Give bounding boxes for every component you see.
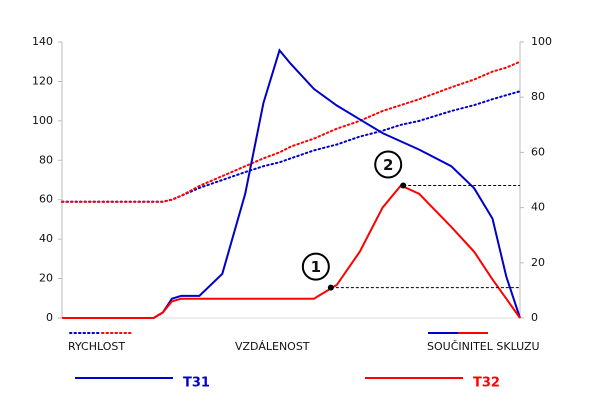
friction-line bbox=[62, 184, 521, 319]
y2-tick-label: 60 bbox=[531, 145, 545, 158]
friction-legend-label: SOUČINITEL SKLUZU bbox=[427, 340, 540, 353]
speed-legend-label: RYCHLOST bbox=[68, 340, 125, 353]
annotation-point bbox=[327, 284, 334, 291]
y-tick-label: 100 bbox=[32, 114, 53, 127]
y2-tick-label: 80 bbox=[531, 90, 545, 103]
y-tick-label: 80 bbox=[39, 153, 53, 166]
annotation-label: 2 bbox=[383, 156, 393, 174]
annotation-point bbox=[400, 182, 407, 189]
y-tick-label: 60 bbox=[39, 193, 53, 206]
annotation-badge bbox=[374, 150, 403, 179]
y-tick-label: 0 bbox=[46, 311, 53, 324]
y2-tick-label: 20 bbox=[531, 256, 545, 269]
y-tick-label: 140 bbox=[32, 35, 53, 48]
annotation-label: 1 bbox=[311, 258, 321, 276]
x-axis-label: VZDÁLENOST bbox=[235, 340, 310, 353]
y-tick-label: 20 bbox=[39, 272, 53, 285]
annotation-badge bbox=[301, 252, 330, 281]
y2-tick-label: 0 bbox=[531, 311, 538, 324]
friction-line bbox=[62, 48, 521, 319]
y2-tick-label: 40 bbox=[531, 201, 545, 214]
series-legend-label: T32 bbox=[473, 376, 500, 391]
y-tick-label: 40 bbox=[39, 232, 53, 245]
y-tick-label: 120 bbox=[32, 74, 53, 87]
series-legend-label: T31 bbox=[183, 376, 210, 391]
speed-line bbox=[61, 60, 521, 203]
y2-tick-label: 100 bbox=[531, 35, 552, 48]
